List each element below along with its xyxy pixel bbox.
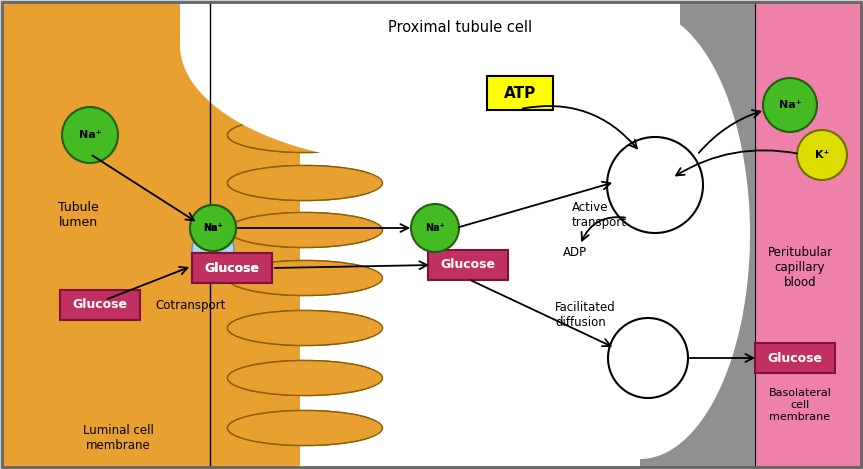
Bar [210,2,300,467]
Polygon shape [640,2,750,467]
Circle shape [190,205,236,251]
Text: Basolateral
cell
membrane: Basolateral cell membrane [769,388,831,422]
FancyBboxPatch shape [755,343,835,373]
Ellipse shape [228,118,382,152]
Circle shape [797,130,847,180]
Text: ADP: ADP [563,245,587,258]
Ellipse shape [228,310,382,346]
Text: Glucose: Glucose [440,258,495,272]
FancyBboxPatch shape [428,250,508,280]
Text: Na⁺: Na⁺ [203,223,223,233]
Text: Cotransport: Cotransport [155,298,225,311]
Bar [640,2,755,467]
Ellipse shape [575,325,665,395]
Ellipse shape [228,212,382,248]
Text: Proximal tubule cell: Proximal tubule cell [388,21,532,36]
Ellipse shape [228,361,382,395]
Ellipse shape [228,166,382,201]
Circle shape [607,137,703,233]
Text: Glucose: Glucose [205,262,260,274]
Ellipse shape [228,260,382,295]
Text: Na⁺: Na⁺ [79,130,101,140]
Ellipse shape [228,310,382,346]
Ellipse shape [228,21,382,55]
Ellipse shape [228,260,382,295]
Ellipse shape [228,212,382,248]
Ellipse shape [228,410,382,446]
Text: K⁺: K⁺ [815,150,829,160]
Text: Facilitated
diffusion: Facilitated diffusion [555,301,615,329]
FancyBboxPatch shape [192,253,272,283]
Text: Active
transport: Active transport [572,201,627,229]
Ellipse shape [228,118,382,152]
Ellipse shape [228,410,382,446]
Bar [2,2,210,467]
FancyBboxPatch shape [192,253,272,283]
Bar [210,2,640,467]
Text: Glucose: Glucose [205,262,260,274]
Circle shape [608,318,688,398]
Ellipse shape [228,166,382,201]
Text: Na⁺: Na⁺ [203,223,223,233]
Text: Na⁺: Na⁺ [425,223,445,233]
Bar [370,2,640,467]
Ellipse shape [228,70,382,106]
Text: ATP: ATP [504,85,536,100]
Bar [755,2,861,467]
Ellipse shape [228,70,382,106]
Circle shape [190,205,236,251]
FancyBboxPatch shape [60,290,140,320]
Circle shape [411,204,459,252]
Circle shape [763,78,817,132]
Text: Luminal cell
membrane: Luminal cell membrane [83,424,154,452]
Text: Peritubular
capillary
blood: Peritubular capillary blood [767,247,833,289]
Ellipse shape [570,135,670,215]
Ellipse shape [228,361,382,395]
Text: Glucose: Glucose [72,298,128,311]
Polygon shape [180,2,680,165]
Circle shape [62,107,118,163]
Text: Glucose: Glucose [767,351,822,364]
Text: Tubule
lumen: Tubule lumen [58,201,98,229]
Ellipse shape [192,226,234,274]
FancyBboxPatch shape [487,76,553,110]
Text: Na⁺: Na⁺ [778,100,802,110]
Ellipse shape [228,21,382,55]
